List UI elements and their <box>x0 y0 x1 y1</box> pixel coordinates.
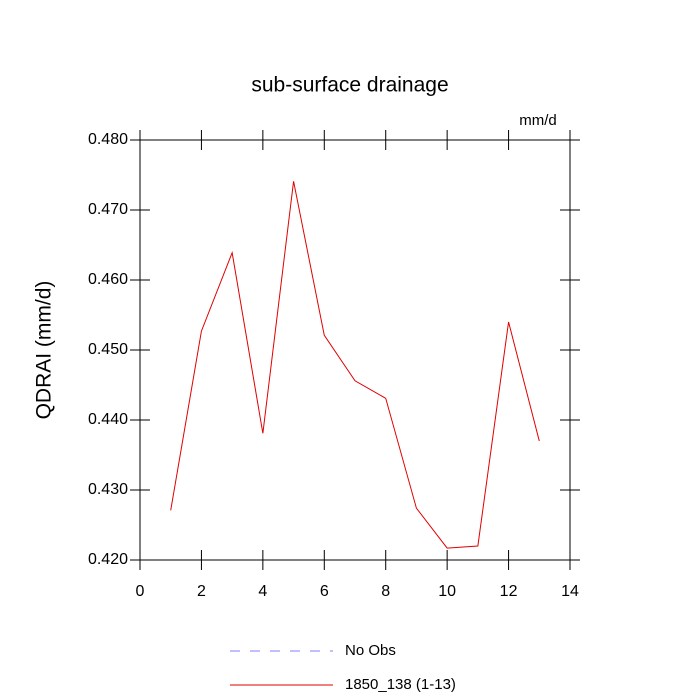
units-label: mm/d <box>519 112 557 129</box>
data-line <box>170 181 540 549</box>
legend-label: No Obs <box>345 642 396 659</box>
y-axis-title: QDRAI (mm/d) <box>33 281 56 420</box>
x-tick-label: 6 <box>320 583 329 600</box>
y-tick-label: 0.450 <box>88 341 128 358</box>
y-tick-label: 0.480 <box>88 131 128 148</box>
y-tick-label: 0.460 <box>88 271 128 288</box>
plot-frame <box>139 139 571 561</box>
x-tick-label: 14 <box>561 583 579 600</box>
x-tick-label: 2 <box>197 583 206 600</box>
x-tick-label: 4 <box>258 583 267 600</box>
legend-label: 1850_138 (1-13) <box>345 676 456 693</box>
chart-title: sub-surface drainage <box>251 74 448 97</box>
y-tick-label: 0.420 <box>88 551 128 568</box>
x-tick-label: 0 <box>136 583 145 600</box>
x-tick-label: 12 <box>500 583 518 600</box>
x-tick-label: 10 <box>438 583 456 600</box>
x-tick-label: 8 <box>381 583 390 600</box>
y-tick-label: 0.470 <box>88 201 128 218</box>
y-tick-label: 0.430 <box>88 481 128 498</box>
y-tick-label: 0.440 <box>88 411 128 428</box>
